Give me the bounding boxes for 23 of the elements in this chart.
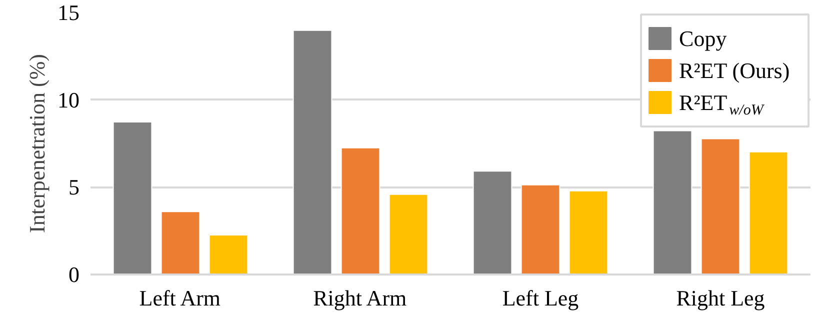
y-tick-label: 10: [58, 87, 80, 112]
bar: [472, 170, 512, 274]
bar: [520, 184, 560, 274]
x-tick-label: Right Arm: [313, 286, 407, 310]
x-tick-label: Left Leg: [502, 286, 579, 310]
y-tick-label: 0: [68, 262, 80, 287]
legend-label: Copy: [679, 26, 727, 51]
x-tick-label: Left Arm: [139, 286, 221, 310]
bar: [652, 130, 692, 274]
bar: [208, 234, 248, 274]
bar: [292, 30, 332, 274]
bar: [700, 138, 740, 274]
bar: [340, 147, 380, 274]
bar: [112, 122, 152, 274]
bar: [388, 194, 428, 274]
bar: [160, 211, 200, 274]
x-tick-label: Right Leg: [676, 286, 765, 310]
legend-label: R²ET (Ours): [679, 58, 790, 83]
y-tick-label: 15: [58, 0, 80, 25]
bar: [568, 190, 608, 274]
y-tick-label: 5: [68, 174, 80, 200]
bar: [748, 151, 788, 274]
y-axis-title: Interpenetration (%): [24, 54, 50, 233]
